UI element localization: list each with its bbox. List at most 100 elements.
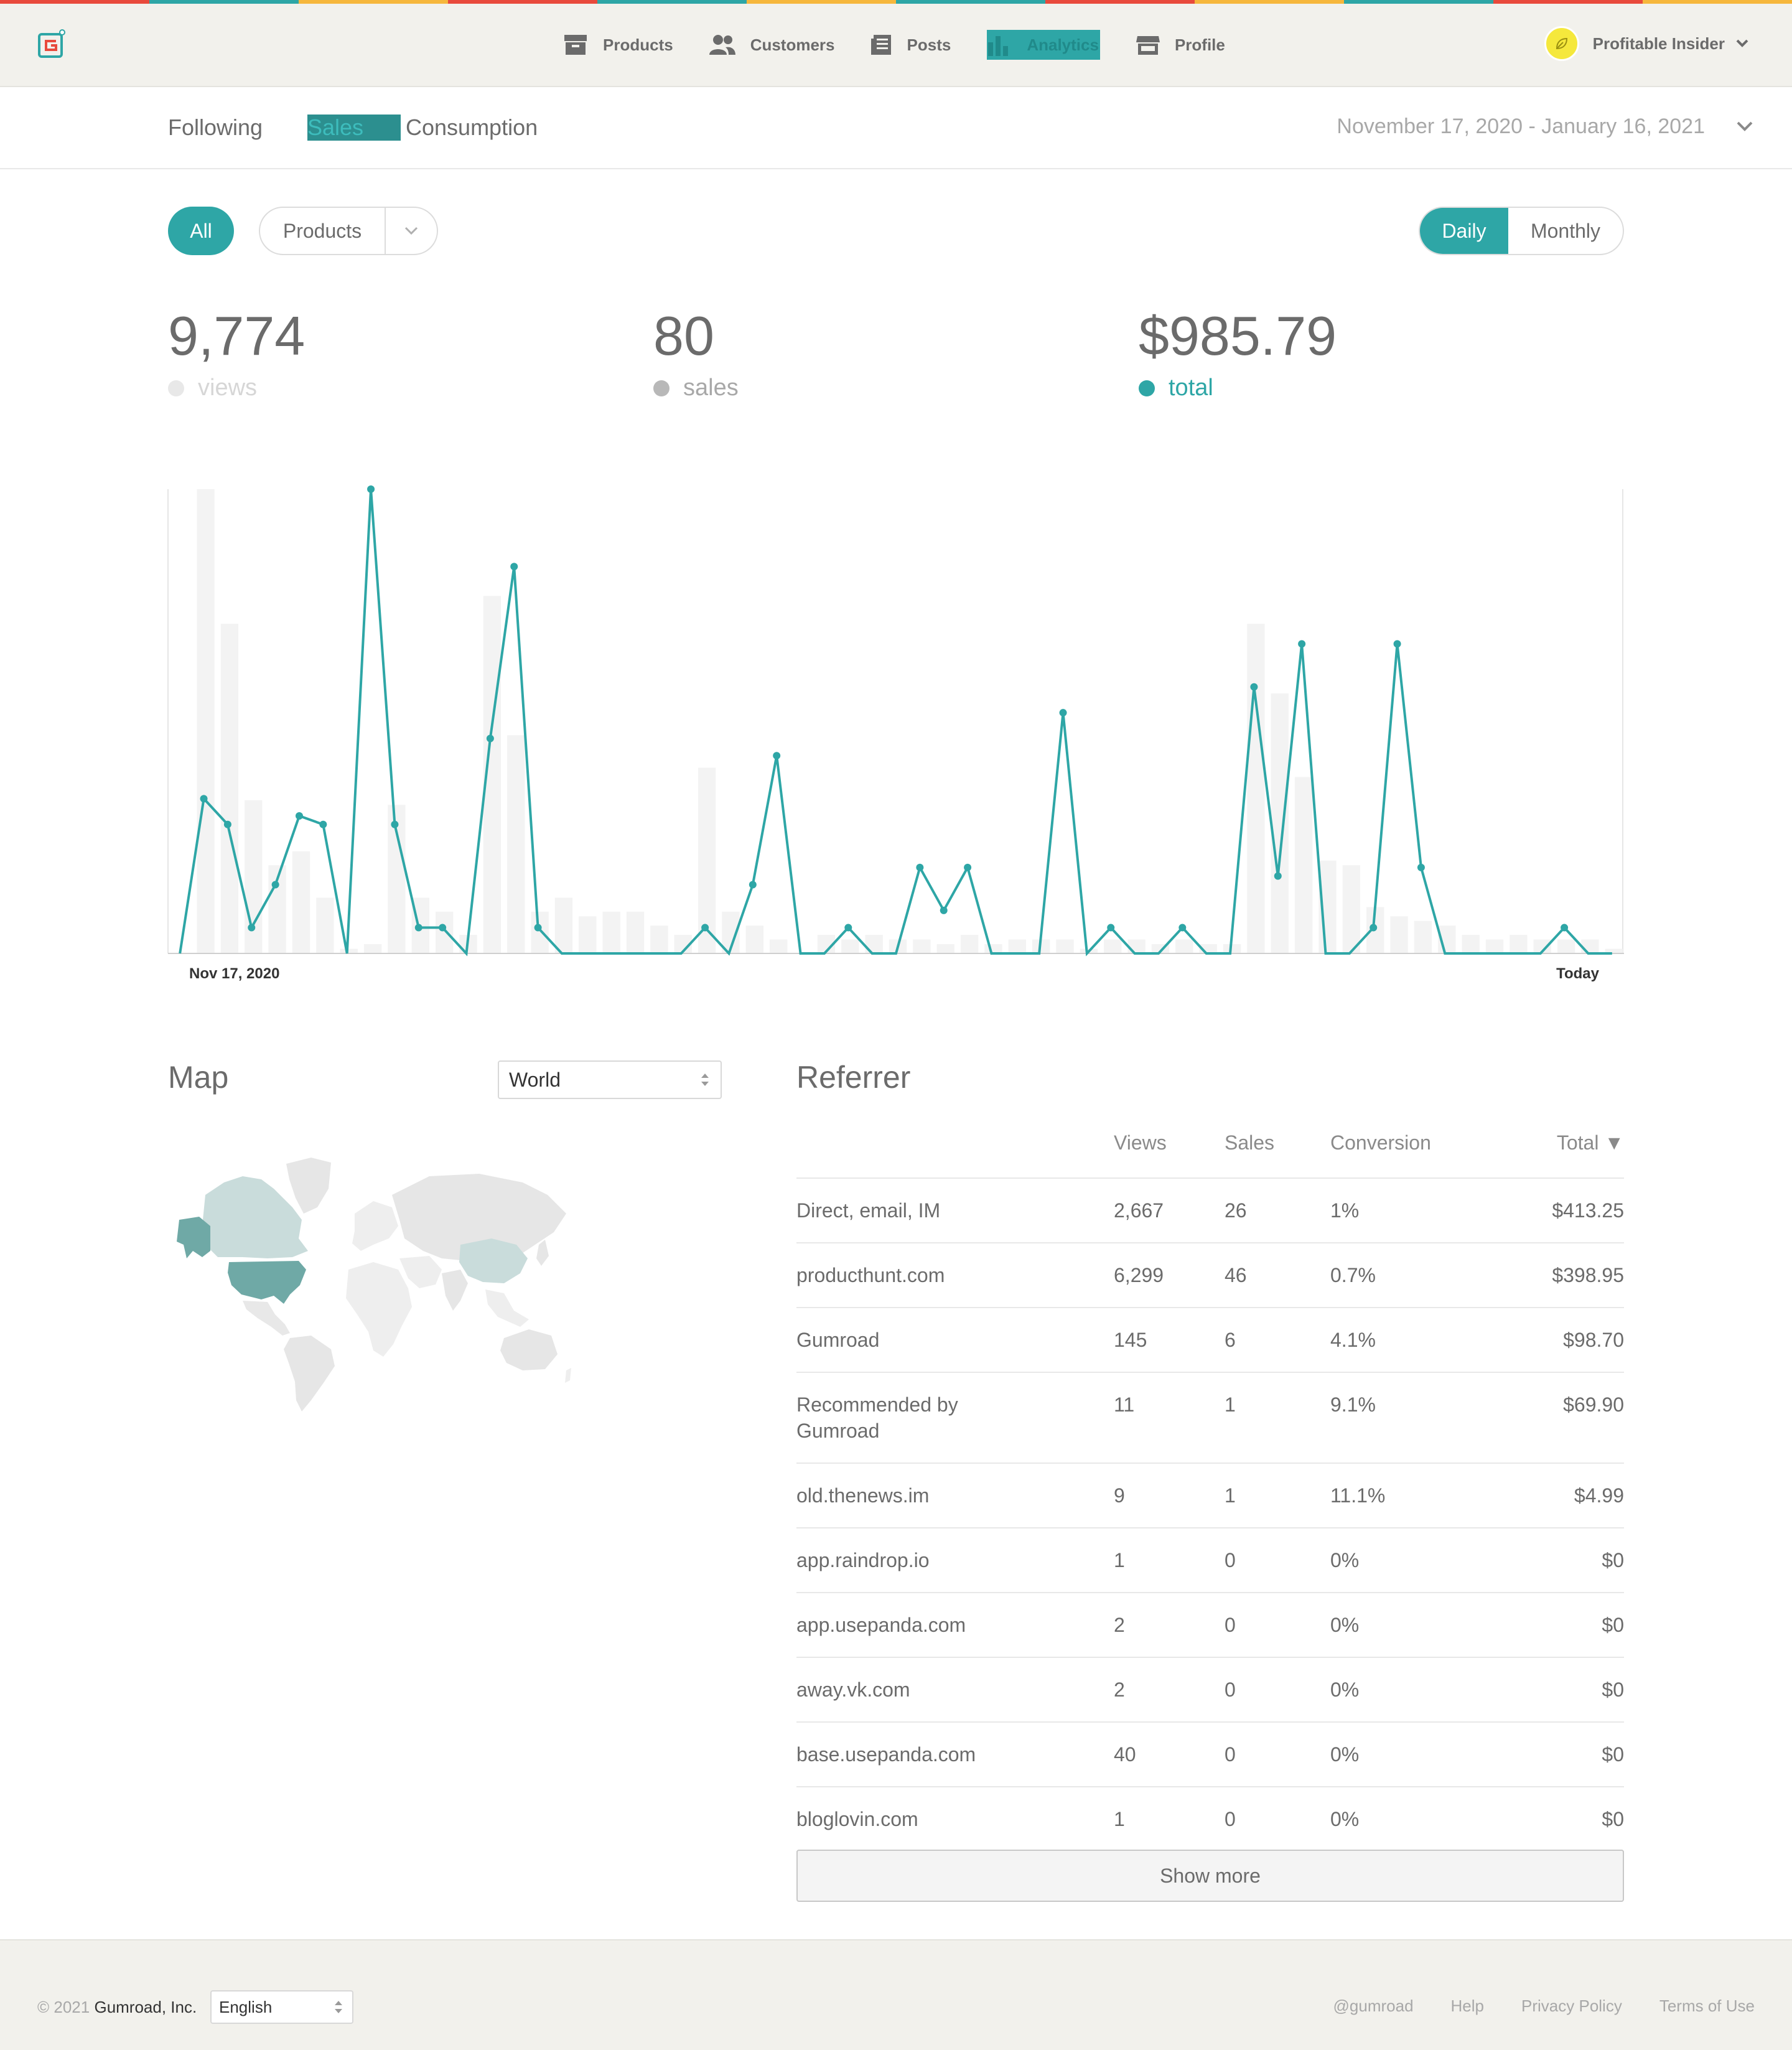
views-bar — [1485, 939, 1504, 953]
col-sales[interactable]: Sales — [1225, 1131, 1275, 1154]
referrer-views: 1 — [1114, 1549, 1125, 1571]
referrer-conversion: 1% — [1330, 1199, 1360, 1222]
referrer-sales: 6 — [1225, 1329, 1236, 1351]
referrer-views: 9 — [1114, 1484, 1125, 1507]
total-point — [1059, 709, 1067, 717]
daily-button[interactable]: Daily — [1420, 208, 1508, 254]
referrer-name: app.raindrop.io — [796, 1549, 930, 1571]
tab-following[interactable]: Following — [168, 115, 263, 140]
stripe-segment — [0, 0, 149, 4]
total-point — [1178, 924, 1187, 932]
stat-views: 9,774 views — [168, 309, 305, 401]
map-region-select[interactable]: World — [498, 1060, 722, 1099]
referrer-conversion: 11.1% — [1330, 1484, 1386, 1507]
referrer-name: base.usepanda.com — [796, 1743, 976, 1766]
total-point — [1107, 924, 1115, 932]
referrer-views: 11 — [1114, 1393, 1135, 1416]
select-arrows-icon — [335, 2001, 342, 2013]
gumroad-logo-icon[interactable] — [37, 29, 67, 59]
footer-link-privacy[interactable]: Privacy Policy — [1521, 1996, 1622, 2015]
show-more-button[interactable]: Show more — [796, 1850, 1624, 1902]
views-bar — [1557, 939, 1575, 953]
total-point — [749, 881, 757, 889]
footer-link-twitter[interactable]: @gumroad — [1333, 1996, 1414, 2015]
avatar — [1544, 26, 1579, 61]
nav-profile[interactable]: Profile — [1136, 30, 1225, 60]
filter-all-button[interactable]: All — [168, 207, 234, 255]
referrer-views: 2 — [1114, 1678, 1125, 1701]
views-bar — [1462, 935, 1480, 953]
stripe-segment — [1195, 0, 1344, 4]
referrer-sales: 46 — [1225, 1264, 1247, 1286]
referrer-sales: 1 — [1225, 1484, 1236, 1507]
products-filter-select[interactable]: Products — [259, 207, 438, 255]
referrer-table: Views Sales Conversion Total ▼ Direct, e… — [796, 1113, 1624, 1852]
views-bar — [1414, 920, 1432, 953]
referrer-sales: 0 — [1225, 1678, 1236, 1701]
total-point — [1274, 872, 1282, 880]
map-region-value: World — [509, 1068, 561, 1091]
chevron-down-icon[interactable] — [1736, 121, 1753, 132]
referrer-total: $398.95 — [1552, 1264, 1624, 1286]
sales-chart: Nov 17, 2020 Today — [167, 485, 1624, 982]
total-point — [1393, 640, 1401, 648]
nav-analytics-label: Analytics — [1027, 35, 1099, 54]
col-total[interactable]: Total ▼ — [1556, 1131, 1624, 1154]
chevron-down-icon[interactable] — [386, 226, 437, 236]
nav-posts[interactable]: Posts — [870, 30, 951, 60]
views-bar — [960, 935, 979, 953]
stripe-segment — [597, 0, 747, 4]
total-point — [534, 924, 542, 932]
sales-label: sales — [683, 375, 739, 401]
table-row: bloglovin.com 1 0 0% $0 — [796, 1787, 1624, 1852]
nav-analytics[interactable]: Analytics — [987, 30, 1100, 60]
nav-customers[interactable]: Customers — [709, 30, 835, 60]
table-row: app.usepanda.com 2 0 0% $0 — [796, 1593, 1624, 1658]
views-bar — [984, 944, 1002, 953]
total-point — [916, 863, 924, 871]
total-point — [248, 924, 256, 932]
tab-sales[interactable]: Sales — [307, 115, 401, 141]
language-select[interactable]: English — [210, 1990, 353, 2024]
views-label: views — [198, 375, 258, 401]
app-header: Products Customers Posts Analytics Profi… — [0, 4, 1792, 87]
footer: © 2021 Gumroad, Inc. English @gumroad He… — [0, 1939, 1792, 2050]
nav-products[interactable]: Products — [563, 30, 673, 60]
views-bar — [1247, 624, 1265, 953]
map-title: Map — [168, 1060, 229, 1095]
tab-consumption[interactable]: Consumption — [406, 115, 538, 140]
views-bar — [316, 897, 334, 953]
nav-customers-label: Customers — [750, 35, 835, 54]
referrer-conversion: 0% — [1330, 1808, 1360, 1830]
x-axis-start-label: Nov 17, 2020 — [189, 965, 279, 982]
views-bar — [1104, 939, 1122, 953]
views-bar — [1390, 916, 1408, 953]
total-value: $985.79 — [1139, 305, 1337, 367]
col-views[interactable]: Views — [1114, 1131, 1167, 1154]
bar-chart-icon — [988, 36, 1009, 56]
table-row: old.thenews.im 9 1 11.1% $4.99 — [796, 1464, 1624, 1528]
table-row: Gumroad 145 6 4.1% $98.70 — [796, 1308, 1624, 1373]
select-arrows-icon — [701, 1074, 709, 1086]
copyright: © 2021 Gumroad, Inc. — [37, 1998, 197, 2017]
referrer-total: $0 — [1602, 1678, 1624, 1701]
products-filter-label: Products — [282, 219, 362, 242]
referrer-total: $0 — [1602, 1743, 1624, 1766]
monthly-button[interactable]: Monthly — [1530, 219, 1601, 242]
footer-link-help[interactable]: Help — [1450, 1996, 1485, 2015]
table-row: base.usepanda.com 40 0 0% $0 — [796, 1723, 1624, 1787]
views-bar — [770, 939, 788, 953]
col-conversion[interactable]: Conversion — [1330, 1131, 1431, 1154]
referrer-conversion: 0% — [1330, 1549, 1360, 1571]
views-bar — [435, 911, 454, 953]
footer-link-terms[interactable]: Terms of Use — [1659, 1996, 1755, 2015]
referrer-conversion: 9.1% — [1330, 1393, 1376, 1416]
table-row: producthunt.com 6,299 46 0.7% $398.95 — [796, 1243, 1624, 1308]
total-point — [1561, 924, 1569, 932]
stripe-segment — [747, 0, 896, 4]
world-map-shapes — [177, 1158, 571, 1411]
footer-links: @gumroad Help Privacy Policy Terms of Us… — [1296, 1996, 1755, 2016]
copyright-year: © 2021 — [37, 1998, 90, 2016]
date-range-picker[interactable]: November 17, 2020 - January 16, 2021 — [1337, 115, 1705, 138]
user-menu[interactable]: Profitable Insider — [1544, 26, 1748, 61]
